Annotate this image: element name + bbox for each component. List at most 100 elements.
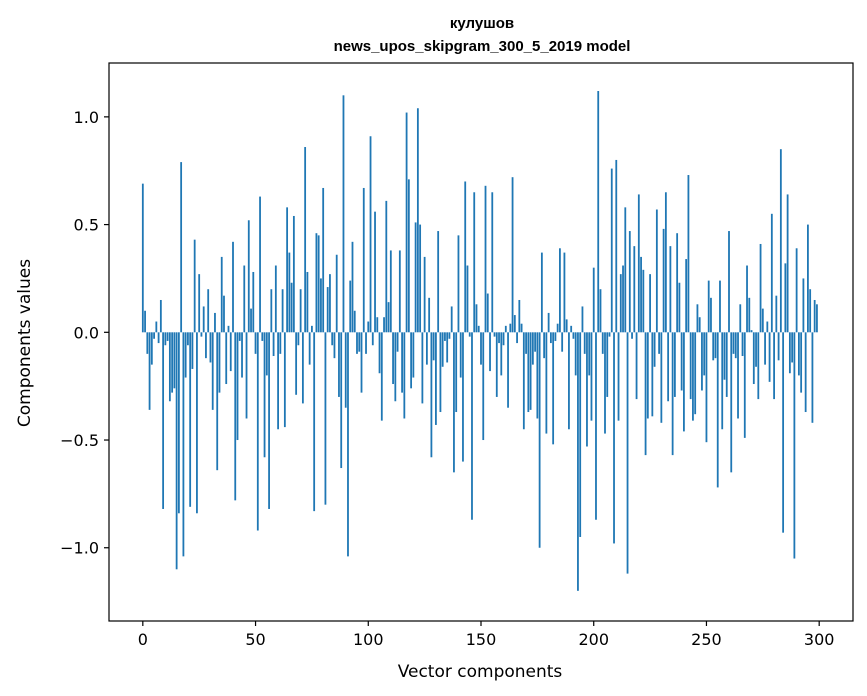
bar <box>746 265 748 333</box>
bar <box>301 332 304 404</box>
bar <box>599 289 602 333</box>
bar <box>570 325 573 333</box>
bar <box>577 332 579 591</box>
bar <box>322 187 325 333</box>
bar <box>223 295 225 333</box>
bar <box>500 332 503 376</box>
bar <box>362 187 365 333</box>
bar <box>716 332 719 488</box>
y-axis-label: Components values <box>15 259 35 427</box>
bar <box>525 332 527 354</box>
bar <box>559 248 561 333</box>
bar <box>349 280 352 333</box>
bar <box>660 332 663 423</box>
bar <box>473 192 476 333</box>
bar <box>453 332 455 473</box>
bar <box>759 243 762 333</box>
bar <box>396 332 399 352</box>
bar <box>331 332 334 346</box>
bar <box>651 332 654 417</box>
bar <box>353 310 356 333</box>
bar <box>696 304 699 333</box>
bar <box>344 332 347 408</box>
bar <box>292 215 295 333</box>
bar <box>416 108 419 333</box>
bar <box>737 332 739 419</box>
bar <box>227 325 230 333</box>
bar <box>175 332 178 570</box>
bar <box>340 332 343 469</box>
bar <box>741 332 744 357</box>
bar <box>707 280 710 333</box>
bar <box>428 297 431 333</box>
bar <box>561 332 564 352</box>
bar <box>333 332 336 359</box>
bar <box>520 323 523 333</box>
bar <box>511 177 514 333</box>
bar <box>644 332 647 456</box>
bar <box>207 289 210 333</box>
y-tick-label: 1.0 <box>74 108 99 127</box>
x-tick-label: 50 <box>245 630 265 649</box>
bar <box>615 159 618 333</box>
bar <box>358 332 361 352</box>
bar <box>166 332 169 341</box>
bar <box>775 295 778 333</box>
bar <box>565 319 568 333</box>
bar <box>482 332 485 441</box>
bar <box>150 332 153 365</box>
bar <box>148 332 151 410</box>
bar <box>209 332 212 363</box>
bar <box>588 332 591 376</box>
bar <box>448 332 451 339</box>
bar <box>498 332 500 344</box>
bar <box>531 332 534 365</box>
bar <box>191 332 194 369</box>
bar <box>265 332 268 376</box>
x-tick-label: 150 <box>466 630 497 649</box>
bar <box>502 332 505 346</box>
bar <box>229 332 232 372</box>
bar <box>308 332 311 365</box>
bar <box>432 332 435 361</box>
bar <box>626 332 629 574</box>
bar <box>471 332 473 520</box>
bar <box>667 332 670 402</box>
bar <box>466 265 469 333</box>
bar <box>216 332 219 471</box>
chart-title: кулушов <box>450 15 514 32</box>
bar <box>545 332 548 434</box>
bar <box>441 332 444 367</box>
bar <box>786 194 789 333</box>
bar <box>554 332 557 341</box>
bar <box>376 317 379 333</box>
bar <box>617 332 620 421</box>
bar <box>457 235 460 333</box>
bar <box>529 332 532 410</box>
bar <box>247 220 250 333</box>
bar <box>757 332 760 400</box>
bar <box>655 209 658 333</box>
bar <box>800 332 803 393</box>
bar <box>360 332 363 393</box>
bar <box>732 332 735 354</box>
bar <box>583 332 586 354</box>
bar <box>187 332 189 346</box>
bar <box>507 332 509 408</box>
bar <box>579 332 582 537</box>
bar <box>369 136 372 333</box>
bar <box>205 332 207 359</box>
bar <box>455 332 458 413</box>
bar <box>317 235 320 333</box>
bar <box>590 332 593 421</box>
bar <box>295 332 298 395</box>
bar <box>398 250 401 333</box>
bar <box>489 332 491 372</box>
bar <box>407 179 410 333</box>
bar <box>459 332 462 378</box>
bar <box>527 332 530 413</box>
bar <box>144 310 146 333</box>
bar <box>773 332 775 400</box>
bar <box>259 196 261 333</box>
bar <box>556 323 559 333</box>
